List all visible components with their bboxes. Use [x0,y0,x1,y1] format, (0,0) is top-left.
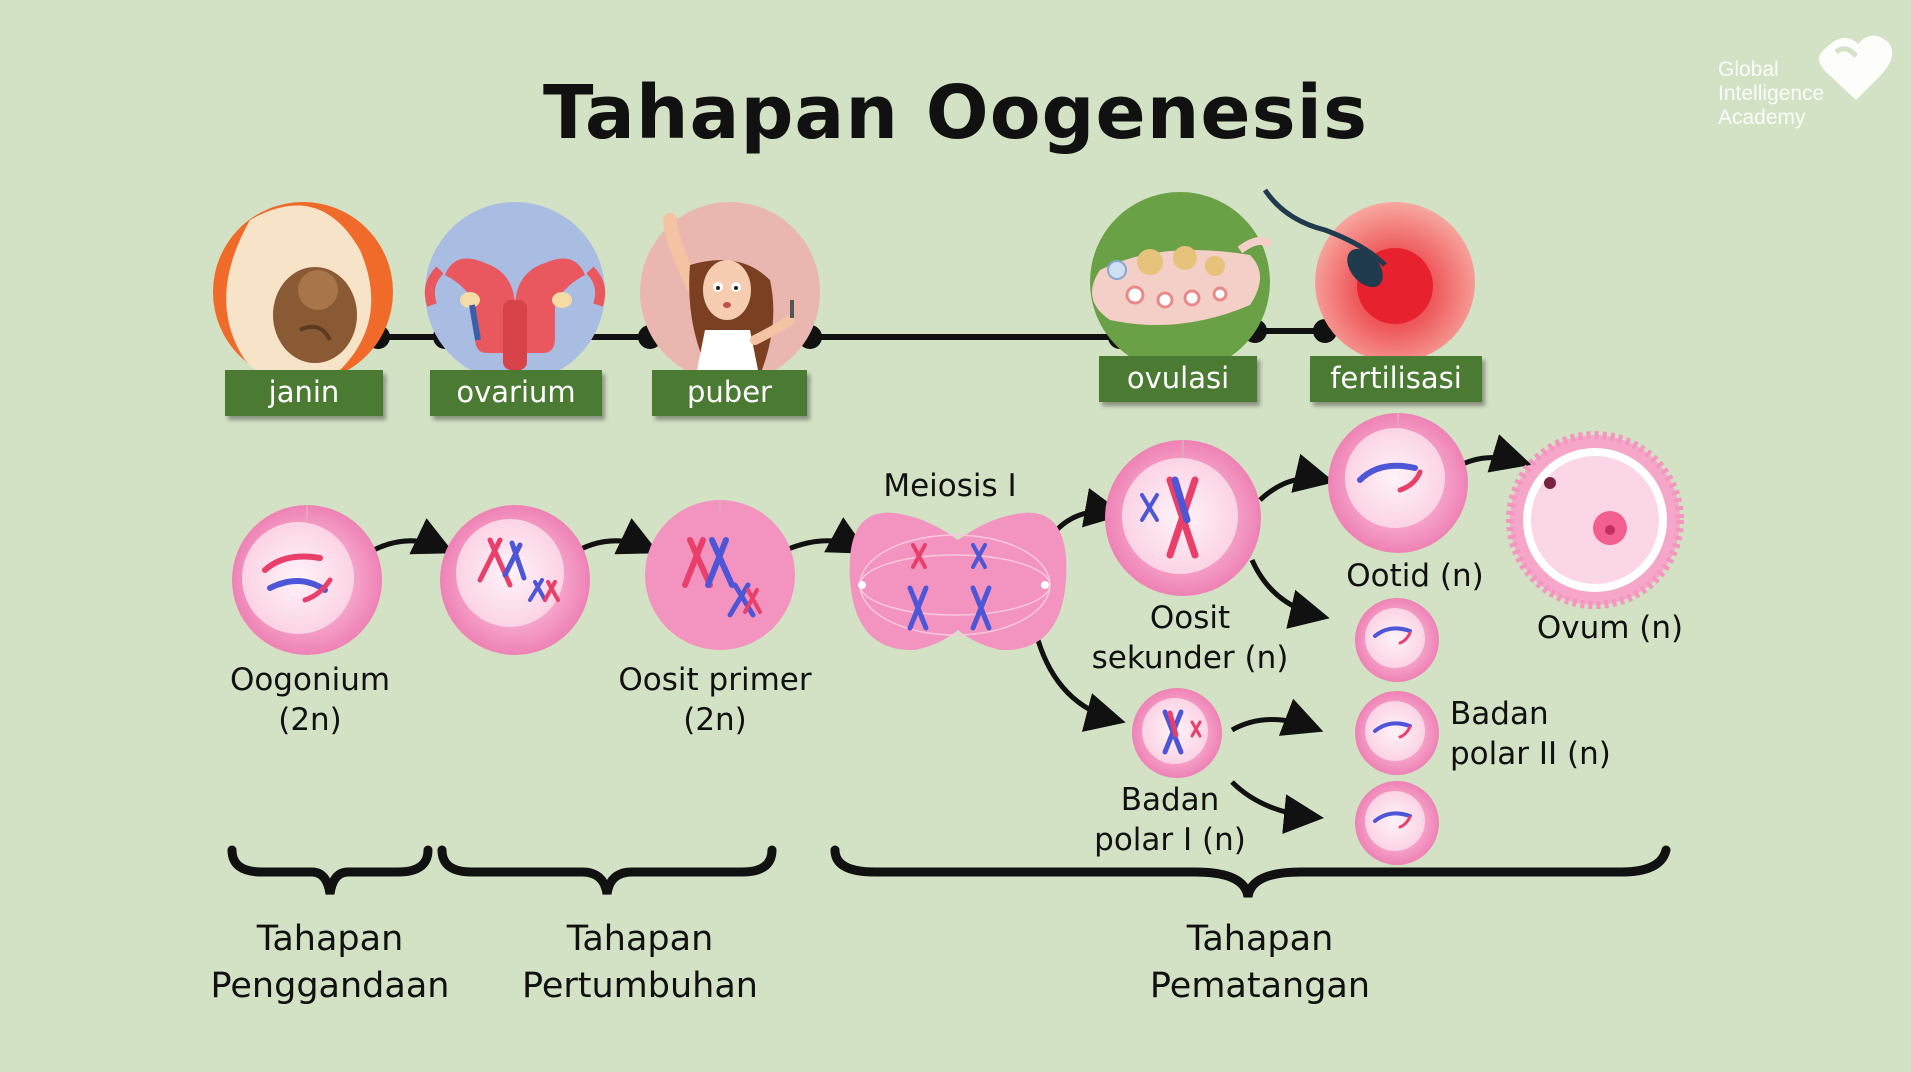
primary-oocyte-caption-line-2: (2n) [683,702,747,738]
polar-body-2-caption: Badan polar II (n) [1450,694,1650,774]
stage-pematangan-line-1: Tahapan [1186,919,1334,959]
brand-line-2: Intelligence [1718,82,1825,105]
polar-body-2c-cell [1355,781,1439,865]
brand-line-1: Global [1718,58,1779,81]
brand-line-3: Academy [1718,106,1806,129]
stage-pertumbuhan-line-1: Tahapan [566,919,714,959]
ootid-cell [1328,413,1468,553]
polar-body-2-caption-line-1: Badan [1450,696,1549,732]
brand-name: Global Intelligence Academy [1718,58,1824,130]
stage-pematangan-line-2: Pematangan [1149,966,1371,1006]
ovum-caption: Ovum (n) [1536,610,1684,646]
stage-pertumbuhan-caption: Tahapan Pertumbuhan [500,916,780,1010]
uterus-icon [424,202,606,382]
brand-logo-icon [1819,35,1893,100]
oogonium-caption: Oogonium (2n) [200,660,420,740]
timeline-label-ovarium: ovarium [430,370,602,416]
timeline-label-puber: puber [652,370,807,416]
page-title: Tahapan Oogenesis [542,70,1369,156]
timeline-label-ovulasi: ovulasi [1099,356,1257,402]
fetus-icon [213,202,393,383]
secondary-oocyte-caption: Oosit sekunder (n) [1080,598,1300,678]
polar-body-2-caption-line-2: polar II (n) [1450,736,1611,772]
polar-body-1-caption-line-2: polar I (n) [1094,822,1246,858]
polar-body-2a-cell [1355,598,1439,682]
stage-braces [227,845,1671,898]
fertilization-icon [1262,188,1475,362]
polar-body-1-caption: Badan polar I (n) [1070,780,1270,860]
meiosis-cell [849,512,1067,651]
stage-penggandaan-line-2: Penggandaan [210,966,450,1006]
girl-icon [640,202,820,382]
polar-body-1-caption-line-1: Badan [1120,782,1220,818]
stage-penggandaan-line-1: Tahapan [256,919,404,959]
oogonium-caption-line-1: Oogonium [229,662,391,698]
polar-body-2b-cell [1355,691,1439,775]
ootid-caption: Ootid (n) [1346,558,1484,594]
ovum-cell [1506,431,1684,609]
stage-pematangan-caption: Tahapan Pematangan [1120,916,1400,1010]
primary-oocyte-cell [645,500,795,650]
brace-penggandaan [227,845,433,895]
primary-oocyte-caption-line-1: Oosit primer [618,662,812,698]
secondary-oocyte-caption-line-1: Oosit [1149,600,1231,636]
polar-body-1-cell [1132,688,1222,778]
oogonium-caption-line-2: (2n) [278,702,342,738]
primary-oocyte-caption: Oosit primer (2n) [600,660,830,740]
growing-cell [440,505,590,655]
oogonium-cell [232,505,382,655]
secondary-oocyte-caption-line-2: sekunder (n) [1091,640,1289,676]
meiosis-caption: Meiosis I [883,468,1017,504]
stage-pertumbuhan-line-2: Pertumbuhan [522,966,758,1006]
ovary-icon [1090,192,1273,372]
stage-penggandaan-caption: Tahapan Penggandaan [190,916,470,1010]
brace-pematangan [830,845,1671,898]
timeline-label-fertilisasi: fertilisasi [1310,356,1482,402]
brace-pertumbuhan [437,845,777,895]
timeline-label-janin: janin [225,370,383,416]
secondary-oocyte-cell [1105,440,1261,596]
